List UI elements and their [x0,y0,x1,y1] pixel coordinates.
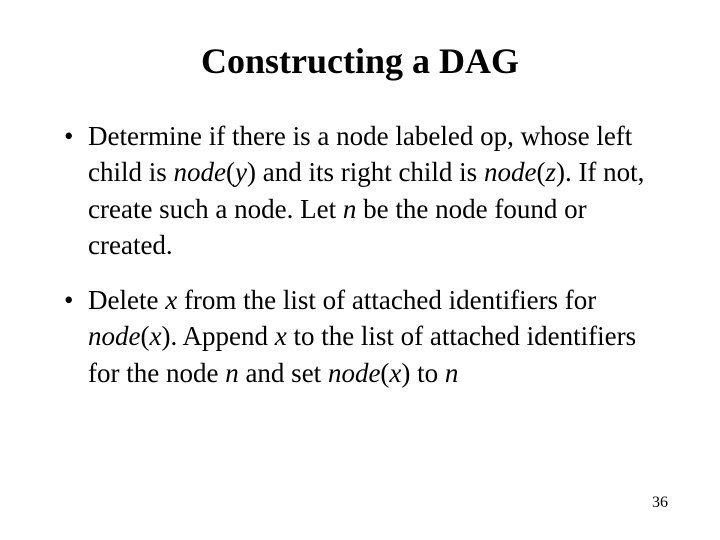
italic-run: n [225,358,239,388]
italic-run: y [235,157,247,187]
slide: Constructing a DAG Determine if there is… [0,0,720,540]
text-run: ( [226,157,235,187]
bullet-list: Determine if there is a node labeled op,… [60,118,660,391]
bullet-item-2: Delete x from the list of attached ident… [60,282,660,391]
text-run: ). Append [161,321,274,351]
italic-run: z [545,157,556,187]
slide-title: Constructing a DAG [60,40,660,82]
italic-run: node [328,358,380,388]
italic-run: x [165,285,177,315]
italic-run: node [174,157,226,187]
text-run: and set [239,358,328,388]
italic-run: x [149,321,161,351]
bullet-item-1: Determine if there is a node labeled op,… [60,118,660,264]
italic-run: node [484,157,536,187]
text-run: ) and its right child is [247,157,484,187]
page-number: 36 [652,494,668,512]
text-run: Delete [88,285,165,315]
text-run: from the list of attached identifiers fo… [177,285,596,315]
italic-run: node [88,321,140,351]
italic-run: x [275,321,287,351]
italic-run: n [343,194,357,224]
italic-run: x [389,358,401,388]
italic-run: n [445,358,459,388]
text-run: ) to [401,358,445,388]
